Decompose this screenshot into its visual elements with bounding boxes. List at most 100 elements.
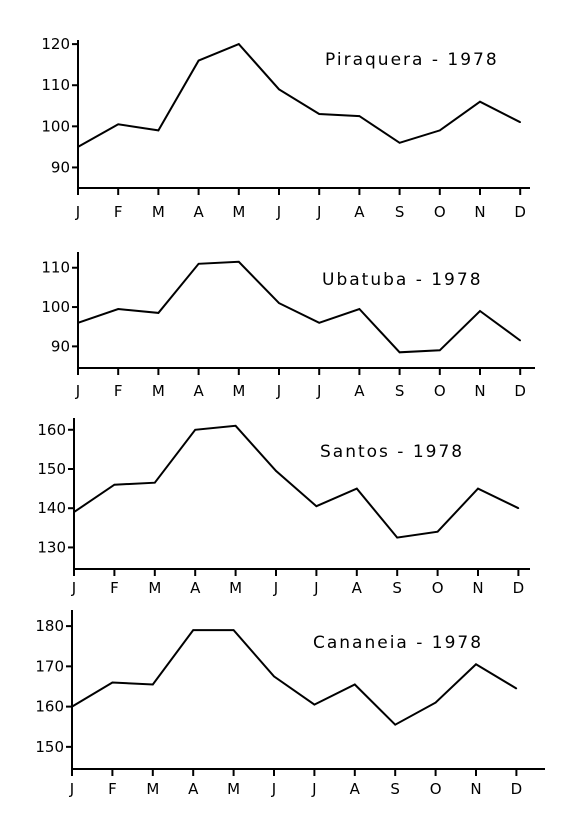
y-tick-label: 90 <box>51 158 70 176</box>
data-point <box>154 481 156 484</box>
data-point <box>71 705 73 708</box>
data-point <box>318 321 321 324</box>
data-point <box>238 43 240 45</box>
x-tick-label: A <box>193 382 204 400</box>
data-point <box>232 629 235 631</box>
x-tick-label: O <box>434 382 446 400</box>
chart-panel-3: 130 140 150 160 J F M A M J J A S O N D Santos - 1978 <box>37 418 530 597</box>
x-tick-label: M <box>229 579 242 597</box>
x-tick-label: S <box>395 382 405 400</box>
x-tick-label: A <box>193 203 204 221</box>
x-tick-label: D <box>514 382 526 400</box>
data-point <box>197 59 200 62</box>
x-tick-label: N <box>474 382 485 400</box>
data-point <box>358 308 361 310</box>
data-point <box>273 675 275 678</box>
x-tick-label: A <box>352 579 363 597</box>
data-point <box>117 123 119 126</box>
data-point <box>117 308 119 310</box>
data-point <box>434 701 437 704</box>
data-point <box>152 683 154 686</box>
y-tick-label: 110 <box>41 76 70 94</box>
x-tick-label: A <box>188 780 199 798</box>
x-tick-label: J <box>75 382 80 400</box>
data-point <box>77 146 79 148</box>
data-point <box>519 121 521 124</box>
x-tick-label: O <box>432 579 444 597</box>
x-tick-label: J <box>69 780 74 798</box>
x-tick-label: J <box>75 203 80 221</box>
x-tick-label: M <box>152 382 165 400</box>
data-point <box>157 129 160 132</box>
x-tick-label: A <box>350 780 361 798</box>
x-tick-label: F <box>110 579 119 597</box>
x-tick-label: O <box>430 780 442 798</box>
chart-panel-1: 90 100 110 120 J F M A M J J A S O N D Piraquera - 1978 <box>41 35 530 221</box>
x-tick-label: J <box>71 579 76 597</box>
chart-title: Piraquera - 1978 <box>325 50 499 70</box>
data-point <box>477 487 479 490</box>
series-line <box>73 424 519 539</box>
data-point <box>517 507 520 510</box>
x-tick-label: J <box>276 382 281 400</box>
data-point <box>479 310 481 312</box>
chart-panel-4: 150 160 170 180 J F M A M J J A S O N D Cananeia - 1978 <box>35 610 545 798</box>
series-line <box>77 260 521 354</box>
data-point <box>439 349 441 352</box>
data-point <box>278 88 280 91</box>
data-point <box>192 629 194 631</box>
x-tick-label: J <box>276 203 281 221</box>
y-tick-label: 180 <box>35 617 64 635</box>
x-tick-label: J <box>316 203 321 221</box>
chart-title: Cananeia - 1978 <box>313 633 483 653</box>
x-tick-label: J <box>311 780 316 798</box>
y-tick-label: 110 <box>41 259 70 277</box>
y-tick-label: 130 <box>37 538 66 556</box>
y-tick-label: 90 <box>51 337 70 355</box>
data-point <box>396 536 399 539</box>
x-tick-label: D <box>514 203 526 221</box>
x-tick-label: S <box>392 579 402 597</box>
data-point <box>275 470 277 472</box>
x-tick-label: J <box>271 780 276 798</box>
data-point <box>515 687 518 690</box>
data-point <box>439 129 441 132</box>
x-tick-label: M <box>152 203 165 221</box>
x-tick-label: A <box>354 382 365 400</box>
y-tick-label: 100 <box>41 117 70 135</box>
x-tick-label: O <box>434 203 446 221</box>
x-tick-label: D <box>513 579 525 597</box>
data-point <box>398 141 401 144</box>
x-tick-label: A <box>354 203 365 221</box>
data-point <box>278 302 280 304</box>
x-tick-label: N <box>472 579 483 597</box>
data-point <box>113 483 116 486</box>
chart-title: Santos - 1978 <box>320 442 464 462</box>
data-point <box>436 530 439 533</box>
series-line <box>77 42 521 148</box>
x-tick-label: M <box>227 780 240 798</box>
chart-title: Ubatuba - 1978 <box>322 270 483 290</box>
x-tick-label: F <box>114 382 123 400</box>
data-point <box>197 262 200 265</box>
data-point <box>394 723 397 726</box>
data-point <box>519 339 521 342</box>
y-tick-label: 120 <box>41 35 70 53</box>
y-tick-label: 170 <box>35 657 64 675</box>
y-tick-label: 100 <box>41 298 70 316</box>
data-point <box>475 663 477 666</box>
data-point <box>356 487 358 490</box>
data-point <box>313 703 316 706</box>
x-tick-label: J <box>313 579 318 597</box>
x-tick-label: J <box>316 382 321 400</box>
data-point <box>111 681 114 684</box>
x-tick-label: A <box>190 579 201 597</box>
y-tick-label: 160 <box>37 421 66 439</box>
x-tick-label: N <box>470 780 481 798</box>
data-point <box>157 312 160 314</box>
data-point <box>194 428 196 431</box>
y-tick-label: 150 <box>37 460 66 478</box>
data-point <box>73 511 75 513</box>
data-point <box>77 321 79 324</box>
